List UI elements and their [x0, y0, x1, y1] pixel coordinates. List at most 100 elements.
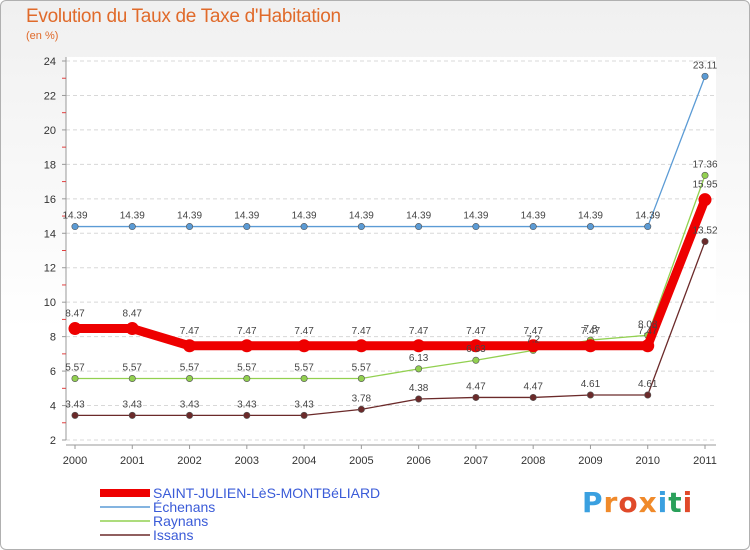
- data-label: 5.57: [237, 362, 257, 373]
- data-label: 3.43: [123, 399, 143, 410]
- data-point: [357, 223, 365, 231]
- data-label: 3.43: [65, 399, 85, 410]
- data-label: 8.08: [638, 319, 658, 330]
- data-point: [300, 223, 308, 231]
- data-point: [412, 339, 426, 353]
- data-point: [297, 339, 311, 353]
- data-point: [240, 339, 254, 353]
- data-point: [644, 223, 652, 231]
- series-line: [75, 175, 706, 380]
- data-label: 7.47: [409, 326, 429, 337]
- logo-letter: r: [603, 486, 619, 519]
- x-tick-label: 2003: [235, 455, 259, 467]
- data-label: 6.63: [466, 344, 486, 355]
- data-point: [186, 374, 194, 382]
- proxiti-logo: Proxiti: [582, 486, 693, 519]
- data-label: 3.43: [180, 399, 200, 410]
- data-label: 14.39: [463, 211, 488, 222]
- data-point: [526, 339, 540, 353]
- data-label: 3.78: [352, 393, 372, 404]
- data-label: 4.61: [638, 379, 658, 390]
- data-point: [415, 395, 423, 403]
- data-label: 3.43: [294, 399, 314, 410]
- chart-title: Evolution du Taux de Taxe d'Habitation: [26, 6, 341, 27]
- data-point: [243, 374, 251, 382]
- data-point: [469, 339, 483, 353]
- data-label: 14.39: [292, 211, 317, 222]
- x-tick-label: 2005: [349, 455, 373, 467]
- data-point: [300, 411, 308, 419]
- y-tick-label: 16: [44, 194, 56, 206]
- y-tick-label: 6: [50, 366, 56, 378]
- data-label: 13.52: [692, 226, 717, 237]
- data-label: 7.47: [294, 326, 314, 337]
- data-point: [415, 365, 423, 373]
- data-point: [357, 374, 365, 382]
- x-tick-label: 2007: [464, 455, 488, 467]
- data-label: 15.95: [692, 180, 717, 191]
- data-label: 7.47: [638, 326, 658, 337]
- x-tick-label: 2009: [578, 455, 602, 467]
- data-point: [125, 322, 139, 336]
- data-label: 5.57: [65, 362, 85, 373]
- data-label: 3.43: [237, 399, 257, 410]
- x-tick-label: 2000: [63, 455, 87, 467]
- y-tick-label: 14: [44, 228, 56, 240]
- data-label: 6.13: [409, 353, 429, 364]
- data-label: 7.47: [237, 326, 257, 337]
- data-point: [357, 405, 365, 413]
- y-tick-label: 22: [44, 90, 56, 102]
- data-point: [472, 223, 480, 231]
- data-label: 7.2: [526, 334, 540, 345]
- data-point: [354, 339, 368, 353]
- data-point: [472, 393, 480, 401]
- data-point: [701, 238, 709, 246]
- data-label: 5.57: [180, 362, 200, 373]
- data-label: 4.61: [581, 379, 601, 390]
- data-point: [529, 393, 537, 401]
- y-tick-label: 10: [44, 297, 56, 309]
- data-label: 14.39: [349, 211, 374, 222]
- data-point: [71, 223, 79, 231]
- data-point: [183, 339, 197, 353]
- data-point: [586, 223, 594, 231]
- y-tick-label: 8: [50, 332, 56, 344]
- data-point: [583, 339, 597, 353]
- y-tick-label: 4: [50, 401, 56, 413]
- data-point: [644, 391, 652, 399]
- data-point: [128, 411, 136, 419]
- data-label: 14.39: [62, 211, 87, 222]
- data-label: 14.39: [120, 211, 145, 222]
- data-label: 5.57: [352, 362, 372, 373]
- x-tick-label: 2011: [693, 455, 717, 467]
- logo-letter: o: [618, 486, 639, 519]
- x-tick-label: 2008: [521, 455, 545, 467]
- data-label: 4.38: [409, 383, 429, 394]
- data-label: 7.47: [581, 326, 601, 337]
- data-label: 8.47: [123, 309, 143, 320]
- data-point: [300, 374, 308, 382]
- y-tick-label: 20: [44, 125, 56, 137]
- data-point: [243, 223, 251, 231]
- data-label: 23.11: [693, 60, 718, 71]
- y-tick-label: 24: [44, 56, 56, 68]
- data-point: [472, 356, 480, 364]
- data-label: 14.39: [578, 211, 603, 222]
- data-label: 5.57: [123, 362, 143, 373]
- data-point: [128, 374, 136, 382]
- legend-label: SAINT-JULIEN-LèS-MONTBéLIARD: [153, 485, 380, 501]
- data-point: [529, 223, 537, 231]
- y-tick-label: 2: [50, 435, 56, 447]
- x-tick-label: 2001: [120, 455, 144, 467]
- series-line: [75, 241, 706, 417]
- data-label: 7.47: [523, 326, 543, 337]
- data-label: 7.47: [180, 326, 200, 337]
- data-label: 14.39: [234, 211, 259, 222]
- data-point: [701, 171, 709, 179]
- data-label: 14.39: [177, 211, 202, 222]
- data-point: [641, 339, 655, 353]
- logo-letter: x: [638, 486, 658, 519]
- data-point: [701, 72, 709, 80]
- data-point: [71, 411, 79, 419]
